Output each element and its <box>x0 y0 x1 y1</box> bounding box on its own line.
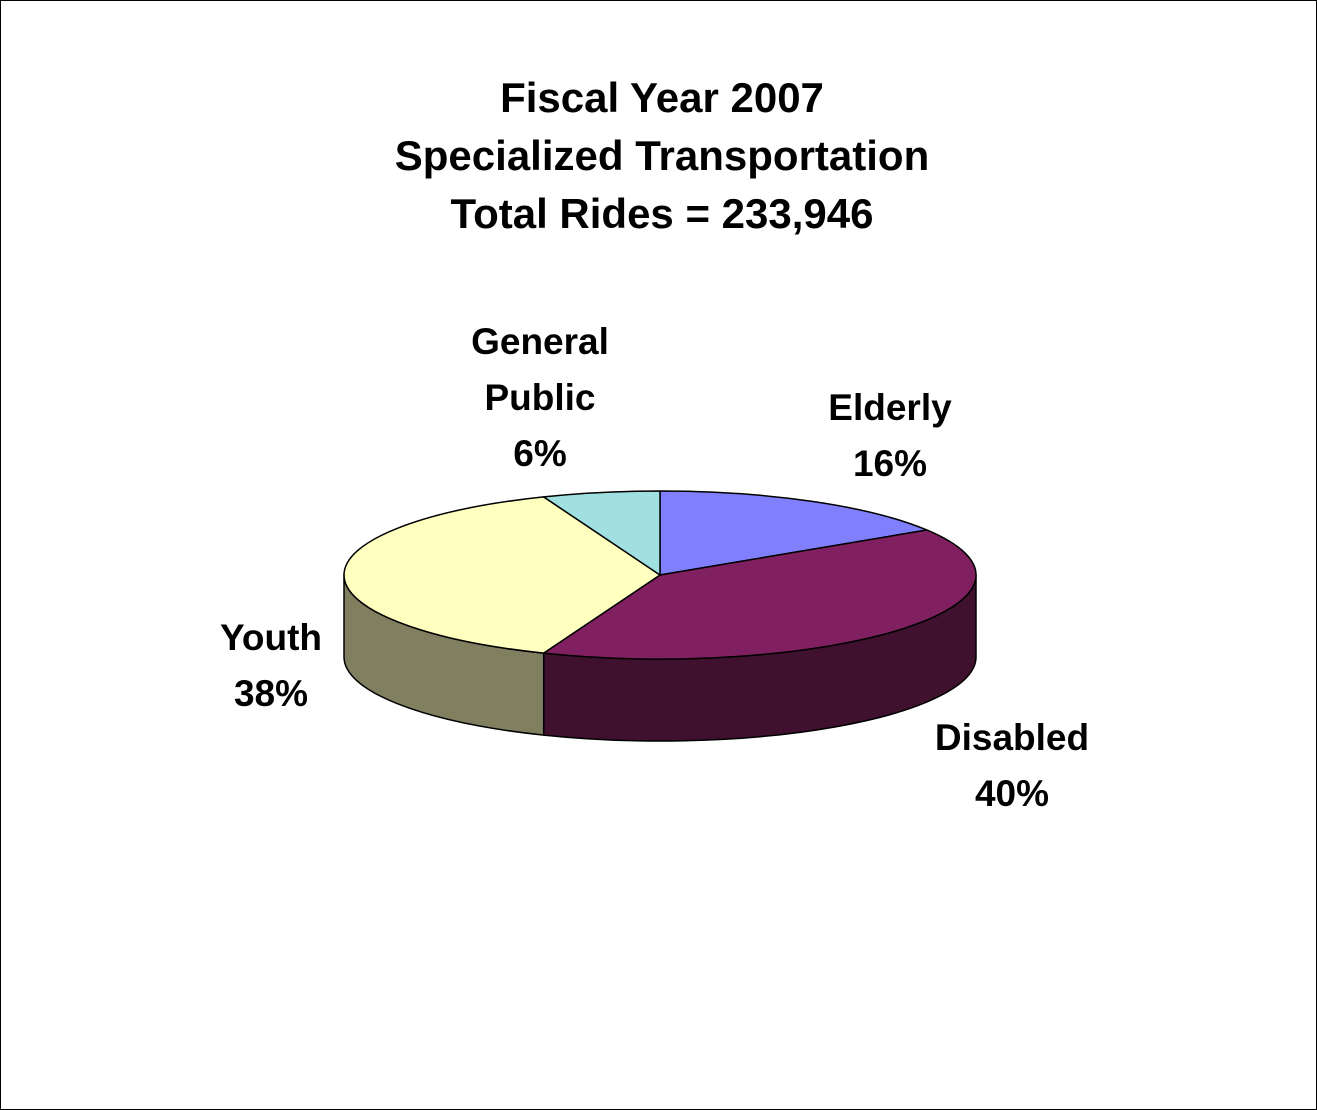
slice-label-youth: Youth <box>220 617 322 658</box>
chart-title-line-2: Specialized Transportation <box>395 132 929 179</box>
slice-label-general-public: General <box>471 321 609 362</box>
slice-labels: Elderly 16% Disabled 40% Youth 38% General Publ… <box>220 321 1089 814</box>
pie-slice-general-public <box>542 490 661 576</box>
slice-label-disabled: Disabled <box>935 717 1089 758</box>
chart-title-line-3: Total Rides = 233,946 <box>451 190 874 237</box>
slice-percent-youth: 38% <box>234 673 308 714</box>
slice-percent-general-public: 6% <box>513 433 566 474</box>
slice-label-general-public: Public <box>484 377 595 418</box>
chart-title-line-1: Fiscal Year 2007 <box>500 74 824 121</box>
pie-slice-disabled <box>542 529 977 660</box>
slice-label-elderly: Elderly <box>828 387 952 428</box>
pie-tops <box>343 490 977 660</box>
slice-percent-elderly: 16% <box>853 443 927 484</box>
pie-slice-youth <box>343 496 661 654</box>
pie-slice-elderly <box>659 490 928 576</box>
chart-title: Fiscal Year 2007 Specialized Transportati… <box>395 74 929 237</box>
slice-percent-disabled: 40% <box>975 773 1049 814</box>
